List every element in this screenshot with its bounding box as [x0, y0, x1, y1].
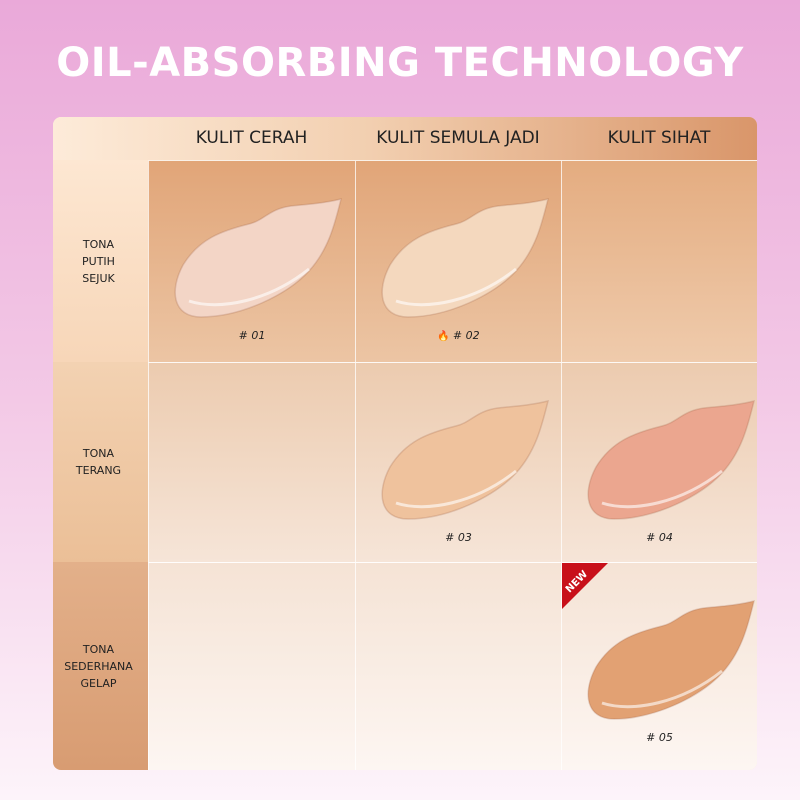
shade-code: # 03: [356, 531, 561, 544]
row-label: TONA TERANG: [53, 362, 148, 562]
column-header: KULIT CERAH: [195, 128, 308, 148]
row-label-line: SEJUK: [82, 271, 115, 285]
row-label-line: GELAP: [80, 676, 117, 690]
shade-code-text: # 01: [238, 329, 266, 342]
shade-code-text: # 05: [646, 731, 673, 744]
row-label: TONA PUTIH SEJUK: [53, 160, 148, 362]
shade-grid: KULIT CERAH KULIT SEMULA JADI KULIT SIHA…: [53, 117, 757, 770]
grid-cell: [148, 362, 355, 562]
grid-cell: # 05 NEW: [561, 562, 757, 770]
grid-cell: 🔥 # 02: [355, 160, 561, 362]
row-label-line: TONA: [82, 642, 115, 656]
grid-cell: # 01: [148, 160, 355, 362]
grid-cell: [561, 160, 757, 362]
shade-code: 🔥 # 02: [356, 329, 561, 342]
shade-swatch: [174, 197, 343, 318]
shade-code: # 01: [149, 329, 355, 342]
grid-cell: # 04: [561, 362, 757, 562]
grid-cell: [148, 562, 355, 770]
shade-swatch: [381, 399, 550, 520]
shade-code: # 04: [562, 531, 757, 544]
shade-swatch: [381, 197, 550, 318]
shade-code: # 05: [562, 731, 757, 744]
column-header-row: KULIT CERAH KULIT SEMULA JADI KULIT SIHA…: [53, 117, 757, 160]
shade-code-text: # 02: [452, 329, 480, 342]
column-header: KULIT SEMULA JADI: [376, 128, 540, 148]
grid-cell: [355, 562, 561, 770]
shade-code-text: # 03: [445, 531, 472, 544]
shade-code-text: # 04: [646, 531, 673, 544]
shade-swatch: [587, 399, 756, 520]
row-label-line: TONA: [82, 237, 115, 251]
column-header: KULIT SIHAT: [607, 128, 711, 148]
page-title: OIL-ABSORBING TECHNOLOGY: [56, 40, 744, 86]
row-label-line: PUTIH: [82, 254, 115, 268]
row-label-line: TONA: [82, 447, 115, 460]
fire-icon: 🔥: [437, 331, 450, 342]
grid-cell: # 03: [355, 362, 561, 562]
row-label-line: SEDERHANA: [64, 659, 133, 673]
shade-swatch: [587, 599, 756, 720]
row-label: TONA SEDERHANA GELAP: [53, 562, 148, 770]
new-badge: NEW: [562, 563, 608, 609]
row-label-line: TERANG: [75, 464, 122, 477]
